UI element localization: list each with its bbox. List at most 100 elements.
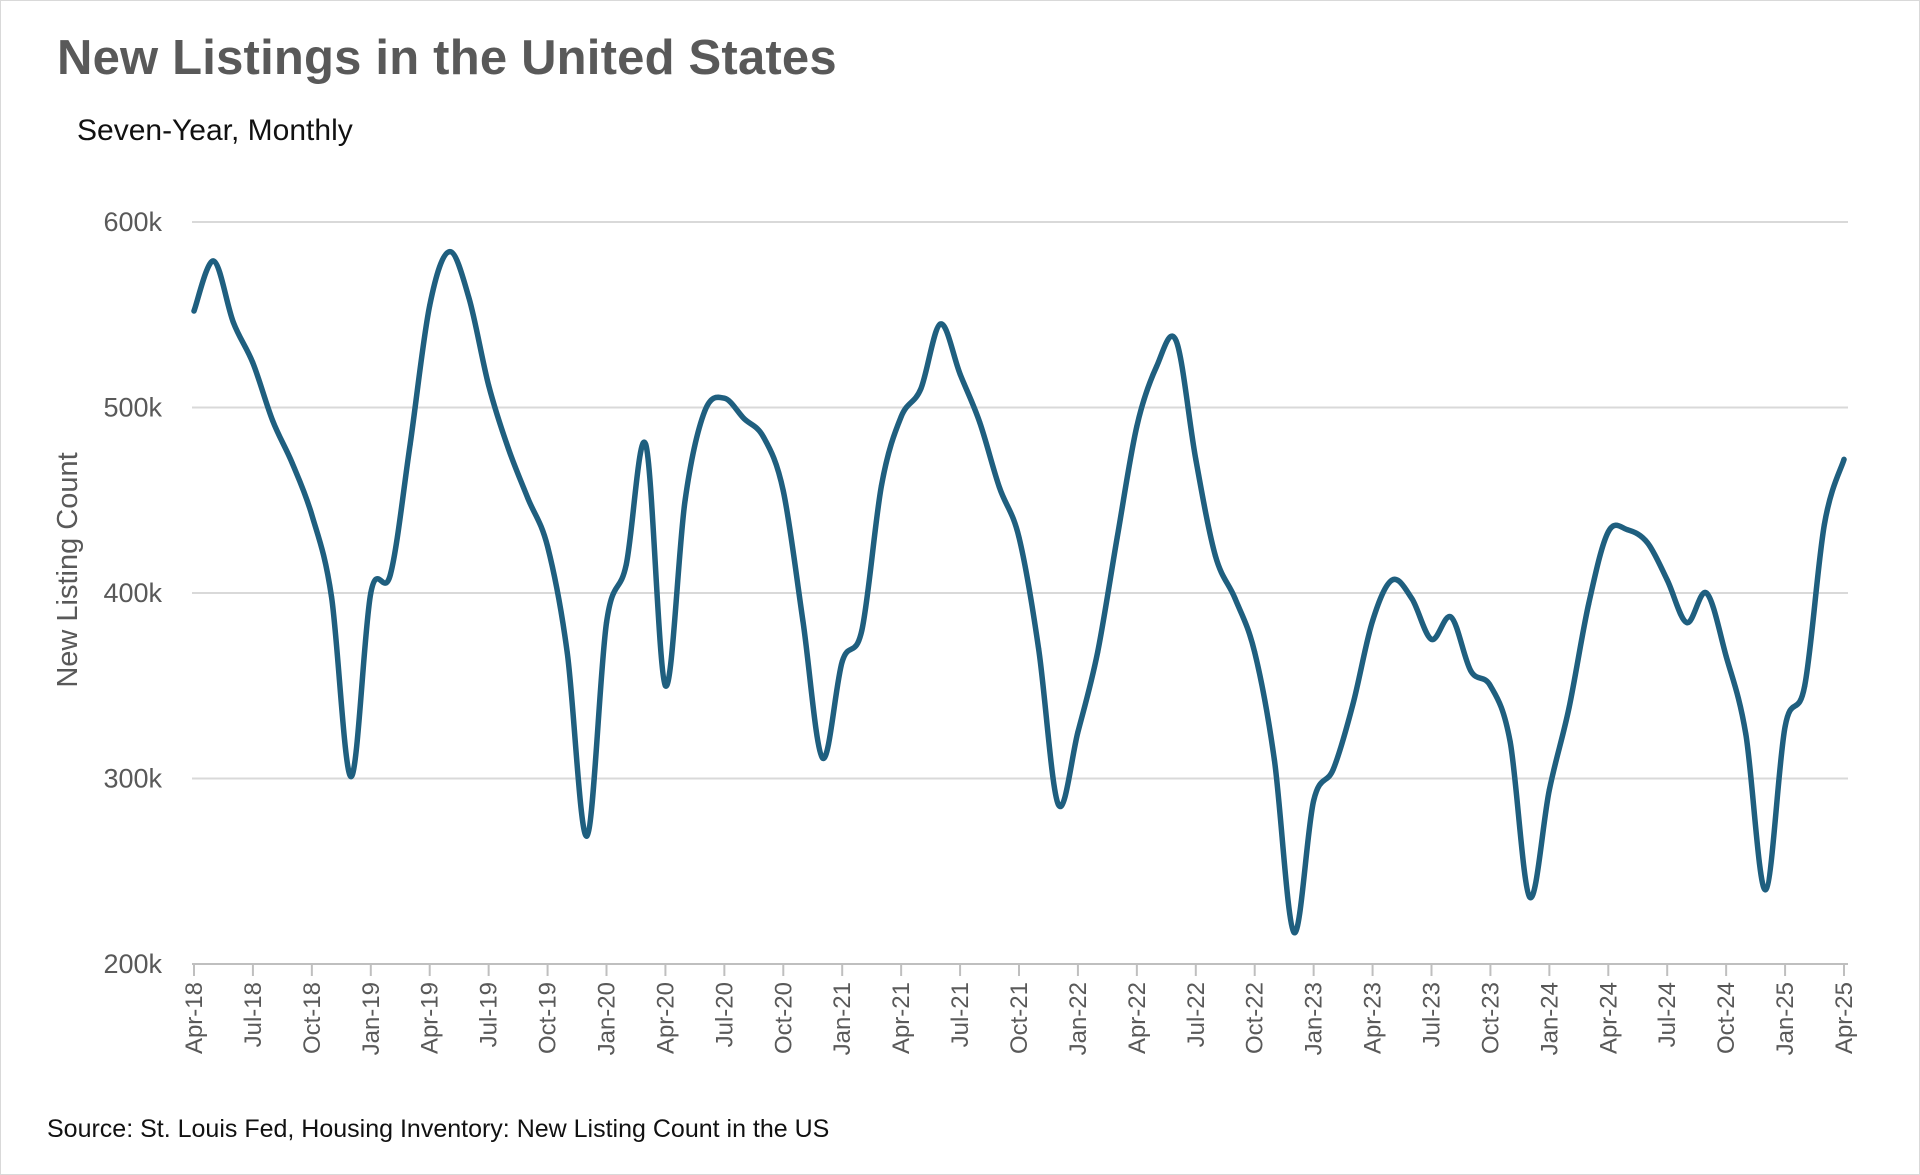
x-tick-label: Apr-23	[1360, 982, 1387, 1054]
data-point	[1350, 701, 1356, 707]
data-point	[957, 371, 963, 377]
data-point	[1703, 590, 1710, 596]
data-point	[1252, 649, 1258, 656]
data-point	[898, 414, 904, 420]
data-point	[937, 321, 944, 327]
data-point	[545, 544, 551, 550]
x-tick-label: Jul-21	[947, 982, 974, 1047]
series-layer	[191, 248, 1847, 936]
data-point	[368, 590, 374, 596]
x-tick-label: Apr-20	[652, 982, 679, 1054]
x-tick-label: Jan-22	[1065, 982, 1092, 1055]
data-point	[328, 594, 335, 600]
data-point	[250, 360, 256, 366]
x-tick-label: Apr-18	[181, 982, 208, 1054]
data-point	[977, 419, 983, 425]
data-point	[1134, 423, 1140, 429]
data-point	[270, 417, 276, 424]
data-point	[191, 308, 197, 314]
x-tick-label: Jan-21	[829, 982, 856, 1055]
data-point	[230, 319, 236, 325]
series-line	[191, 248, 1847, 936]
x-tick-label: Jan-24	[1536, 982, 1563, 1055]
data-point	[603, 620, 610, 626]
data-point	[1036, 646, 1042, 652]
x-tick-label: Apr-21	[888, 982, 915, 1054]
data-point	[1232, 596, 1238, 602]
data-point	[564, 649, 570, 656]
data-point	[1291, 929, 1297, 936]
x-tick-label: Oct-19	[535, 982, 562, 1054]
data-point	[1507, 738, 1513, 745]
data-point	[1173, 338, 1179, 344]
data-point	[702, 408, 708, 414]
data-point	[1762, 887, 1768, 893]
data-point	[309, 512, 315, 518]
data-point	[761, 434, 767, 440]
chart-subtitle: Seven-Year, Monthly	[77, 114, 353, 147]
data-point	[839, 659, 845, 665]
x-tick-label: Oct-20	[770, 982, 797, 1054]
data-point	[1271, 757, 1277, 763]
data-point	[1193, 456, 1199, 462]
data-point	[1645, 540, 1651, 546]
data-point	[211, 258, 217, 264]
data-point	[387, 571, 393, 578]
x-tick-label: Jan-20	[594, 982, 621, 1055]
x-tick-label: Jul-20	[711, 982, 738, 1047]
y-tick-label: 300k	[103, 764, 162, 794]
data-point	[1723, 653, 1729, 659]
y-tick-label: 600k	[103, 207, 162, 237]
data-point	[1605, 529, 1611, 535]
data-point	[584, 833, 590, 839]
x-tick-label: Apr-24	[1595, 982, 1622, 1054]
data-point	[348, 774, 354, 780]
data-point	[878, 482, 885, 488]
data-point	[682, 497, 688, 503]
data-point	[407, 442, 413, 448]
data-point	[623, 562, 629, 568]
x-tick-label: Oct-22	[1242, 982, 1269, 1054]
data-point	[1625, 527, 1631, 533]
data-point	[1546, 787, 1552, 793]
data-point	[780, 488, 786, 494]
data-point	[1566, 705, 1572, 711]
data-point	[1527, 894, 1533, 900]
chart-title: New Listings in the United States	[57, 31, 837, 85]
y-tick-label: 500k	[103, 393, 162, 423]
y-tick-label: 200k	[103, 949, 162, 979]
data-point	[1389, 577, 1395, 583]
data-point	[1428, 636, 1435, 643]
data-point	[1664, 577, 1670, 583]
x-tick-label: Oct-23	[1477, 982, 1504, 1054]
data-point	[1095, 649, 1101, 656]
y-tick-label: 400k	[103, 578, 162, 608]
data-point	[643, 442, 649, 448]
x-tick-label: Jul-24	[1654, 982, 1681, 1047]
source-note: Source: St. Louis Fed, Housing Inventory…	[47, 1115, 830, 1143]
data-point	[505, 445, 511, 451]
data-point	[1821, 521, 1827, 528]
data-point	[1114, 534, 1120, 541]
x-tick-label: Apr-25	[1831, 982, 1858, 1054]
data-point	[427, 302, 433, 309]
x-tick-label: Jul-19	[476, 982, 503, 1047]
data-point	[996, 484, 1003, 490]
x-tick-label: Jul-23	[1419, 982, 1446, 1047]
data-point	[918, 386, 924, 392]
data-point	[662, 683, 669, 689]
data-point	[1782, 724, 1788, 730]
x-tick-label: Jan-19	[358, 982, 385, 1055]
x-tick-label: Oct-24	[1713, 982, 1740, 1054]
x-tick-label: Jul-22	[1183, 982, 1210, 1047]
data-point	[1075, 729, 1081, 735]
data-point	[1311, 798, 1317, 804]
data-point	[466, 295, 472, 301]
x-tick-label: Oct-18	[299, 982, 326, 1054]
data-point	[1468, 668, 1474, 674]
data-point	[289, 460, 295, 466]
data-point	[1586, 601, 1592, 607]
gridlines	[192, 221, 1848, 780]
y-axis-label: New Listing Count	[52, 452, 84, 687]
